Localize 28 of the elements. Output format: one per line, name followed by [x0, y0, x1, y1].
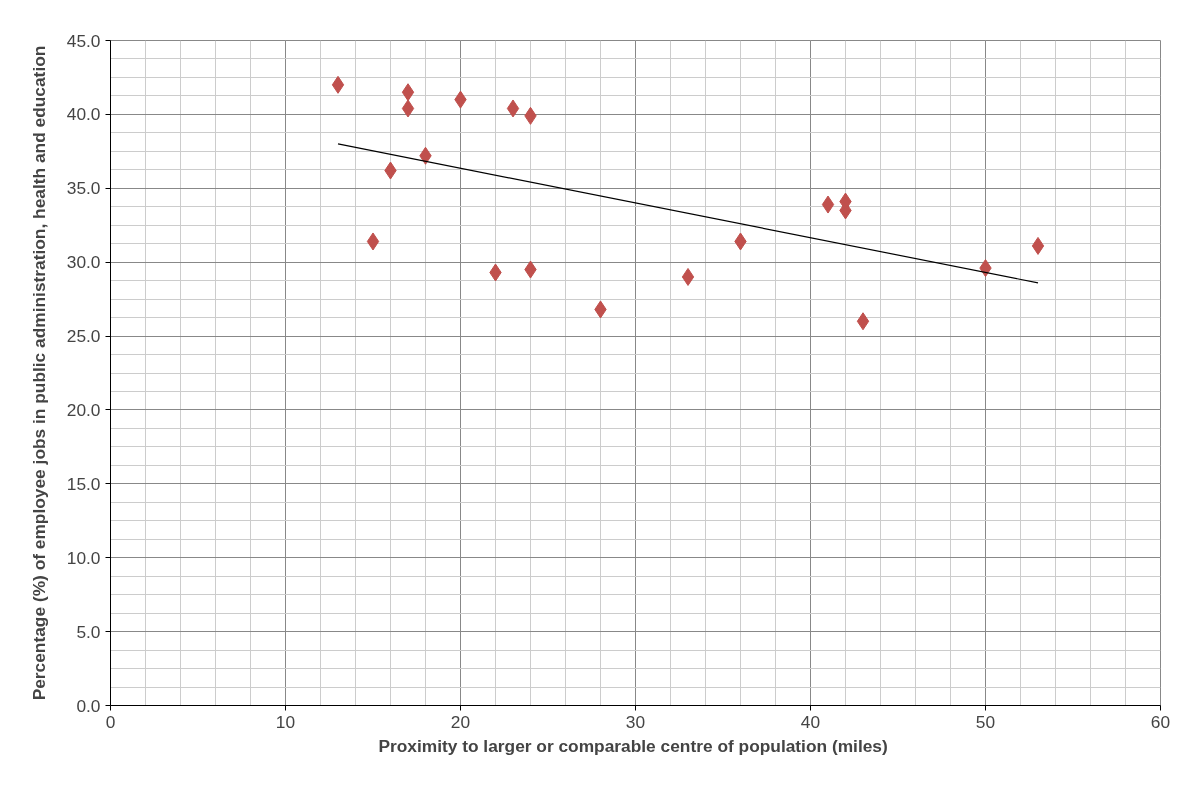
y-tick-label: 5.0	[76, 621, 101, 642]
y-tick-label: 35.0	[66, 178, 101, 199]
point	[331, 75, 345, 94]
y-tick-label: 15.0	[66, 473, 101, 494]
x-axis-title: Proximity to larger or comparable centre of population (miles)	[378, 735, 888, 756]
point	[401, 83, 415, 102]
point	[821, 195, 835, 214]
point	[401, 99, 415, 118]
y-tick-label: 10.0	[66, 547, 101, 568]
point	[1031, 236, 1045, 255]
y-tick-label: 40.0	[66, 104, 101, 125]
x-tick-label: 40	[800, 711, 821, 732]
x-tick-label: 50	[975, 711, 996, 732]
y-tick-label: 30.0	[66, 252, 101, 273]
y-tick-label: 20.0	[66, 399, 101, 420]
point	[856, 312, 870, 331]
x-tick-label: 30	[625, 711, 646, 732]
point	[506, 99, 520, 118]
x-tick-label: 20	[450, 711, 471, 732]
y-tick-label: 45.0	[66, 30, 101, 51]
y-tick-label: 0.0	[76, 695, 101, 716]
x-tick-label: 0	[105, 711, 116, 732]
y-tick-label: 25.0	[66, 326, 101, 347]
y-axis-title: Percentage (%) of employee jobs in public administration, health and education	[28, 45, 49, 701]
x-tick-label: 60	[1150, 711, 1171, 732]
x-tick-label: 10	[275, 711, 296, 732]
point	[366, 232, 380, 251]
point	[681, 267, 695, 286]
